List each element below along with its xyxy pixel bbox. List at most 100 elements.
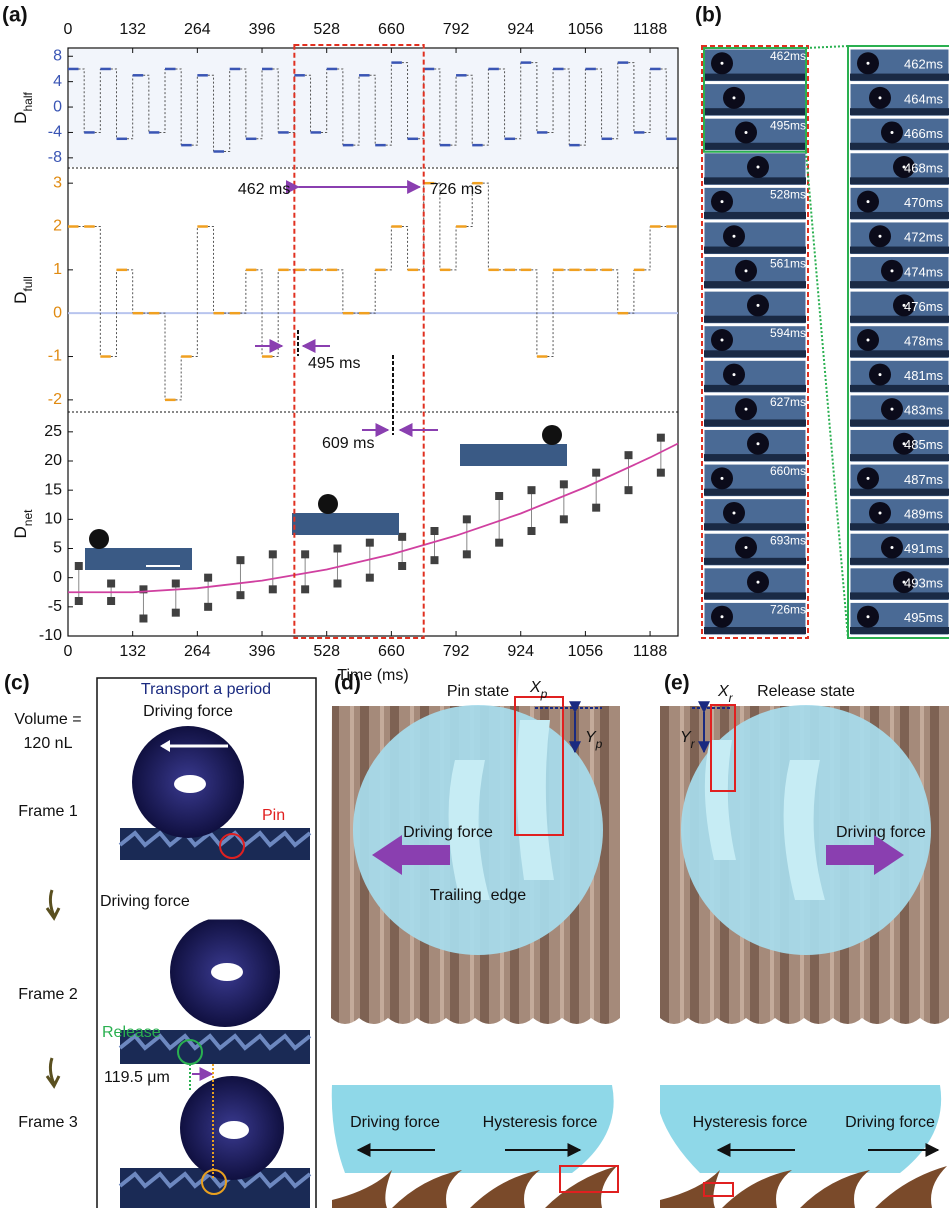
x-tick-label: 0 (64, 21, 73, 38)
frame-time: 464ms (904, 91, 944, 106)
frame-substrate (704, 316, 806, 323)
panel-b: 462ms495ms528ms561ms594ms627ms660ms693ms… (702, 46, 949, 638)
frame-time: 472ms (904, 230, 944, 245)
point (430, 556, 438, 564)
frame-substrate (850, 419, 949, 426)
frame-substrate (850, 592, 949, 599)
frame-substrate (850, 558, 949, 565)
frame-substrate (850, 316, 949, 323)
x-tick-label: 1188 (633, 21, 668, 38)
point (107, 597, 115, 605)
subscript: p (595, 737, 603, 751)
frame-time: 481ms (904, 368, 944, 383)
connector (644, 227, 650, 270)
frame-substrate (850, 143, 949, 150)
y-axis-label: Dfull (11, 276, 35, 304)
point (592, 469, 600, 477)
frame-highlight (733, 373, 736, 376)
frame-highlight (867, 615, 870, 618)
point (236, 556, 244, 564)
frame-substrate (704, 454, 806, 461)
force-label: Driving force (143, 703, 233, 720)
force-label: Driving force (100, 893, 190, 910)
frame-substrate (704, 523, 806, 530)
frame-label: Frame 2 (18, 986, 78, 1003)
point (204, 574, 212, 582)
frame-time: 483ms (904, 403, 944, 418)
y-tick-label: -1 (48, 348, 62, 365)
point (204, 603, 212, 611)
point (172, 580, 180, 588)
frame-highlight (745, 546, 748, 549)
y-tick-label: 8 (53, 47, 62, 64)
frame-substrate (704, 108, 806, 115)
inset-droplet (318, 494, 338, 514)
frame-substrate (850, 385, 949, 392)
frame-substrate (704, 489, 806, 496)
panel-title: Pin state (447, 683, 509, 700)
point (560, 515, 568, 523)
y-axis-subscript: net (21, 509, 35, 526)
frame-substrate (704, 558, 806, 565)
point (430, 527, 438, 535)
frame-highlight (745, 131, 748, 134)
frame-highlight (733, 235, 736, 238)
frame-substrate (850, 489, 949, 496)
y-tick-label: 25 (44, 423, 62, 440)
frame-time: 627ms (770, 395, 806, 409)
frame-substrate (704, 143, 806, 150)
frame-substrate (704, 281, 806, 288)
frame-substrate (850, 212, 949, 219)
frame-highlight (721, 615, 724, 618)
force-label: Hysteresis force (693, 1114, 808, 1131)
panel-a: 840-4-8Dhalf0132264396528660792924105611… (11, 21, 678, 684)
panel-label: (b) (695, 4, 722, 27)
x-tick-label: 528 (313, 21, 340, 38)
frame-time: 660ms (770, 464, 806, 478)
frame-substrate (850, 74, 949, 81)
highlight (211, 963, 243, 981)
flow-arrow (47, 1058, 59, 1086)
point (75, 562, 83, 570)
highlight (219, 1121, 249, 1139)
frame-time: 476ms (904, 299, 944, 314)
frame-substrate (704, 385, 806, 392)
frame-highlight (879, 373, 882, 376)
point (495, 539, 503, 547)
y-axis-label: Dnet (11, 509, 35, 539)
point (625, 451, 633, 459)
frame-time: 466ms (904, 126, 944, 141)
frame-time: 462ms (770, 49, 806, 63)
y-tick-label: -8 (48, 149, 62, 166)
panel-c: Transport a period Volume = 120 nL Frame… (14, 678, 316, 1208)
frame-time: 491ms (904, 541, 944, 556)
y-tick-label: 4 (53, 73, 62, 90)
connector (176, 357, 182, 400)
connector (240, 270, 246, 313)
panel-d: Pin state Driving force Xp Yp Trailing e… (331, 679, 620, 1208)
force-label: Hysteresis force (483, 1114, 598, 1131)
inset-droplet (542, 425, 562, 445)
point (269, 550, 277, 558)
frame-highlight (733, 96, 736, 99)
point (560, 480, 568, 488)
frame-highlight (721, 62, 724, 65)
y-tick-label: 3 (53, 174, 62, 191)
volume-value: 120 nL (24, 735, 73, 752)
frame-substrate (850, 281, 949, 288)
frame-time: 726ms (770, 603, 806, 617)
frame-highlight (867, 200, 870, 203)
frame-substrate (850, 627, 949, 634)
frame-time: 478ms (904, 333, 944, 348)
panel-label: (d) (334, 672, 361, 695)
frame-highlight (891, 131, 894, 134)
frame-time: 495ms (770, 118, 806, 132)
force-label: Driving force (403, 824, 493, 841)
x-tick-label: 1056 (568, 21, 604, 38)
frame-time: 487ms (904, 472, 944, 487)
point (139, 615, 147, 623)
point (398, 533, 406, 541)
y-tick-label: 15 (44, 481, 62, 498)
y-tick-label: -2 (48, 391, 62, 408)
x-tick-label: 528 (313, 643, 340, 660)
